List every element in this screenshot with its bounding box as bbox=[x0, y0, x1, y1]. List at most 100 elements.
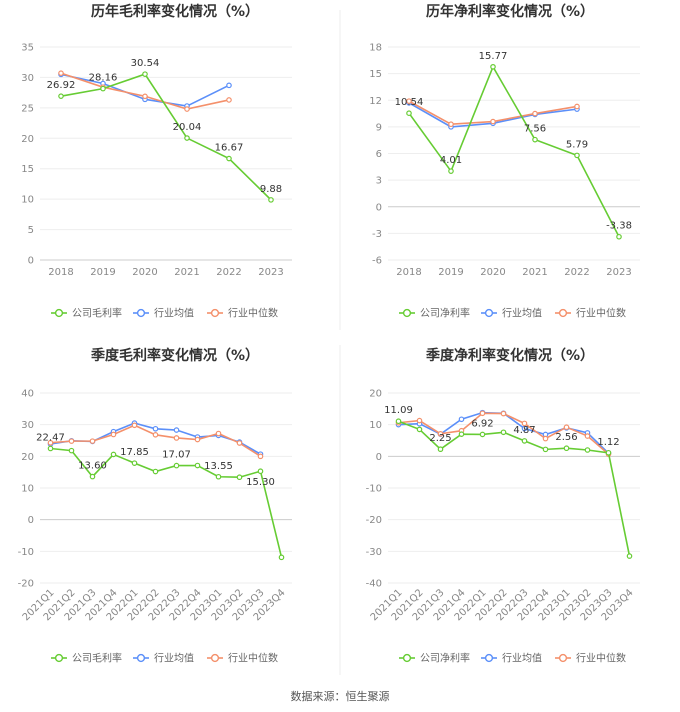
data-point-company bbox=[500, 429, 507, 436]
data-point-company bbox=[184, 135, 190, 141]
chart-panel-0: 历年毛利率变化情况（%） 0 5 10 15 20 25 30 35 2018 2019 2020 20… bbox=[21, 3, 292, 320]
data-label: 7.56 bbox=[524, 124, 546, 135]
y-tick-label: 20 bbox=[369, 389, 382, 400]
legend-label-company: 公司毛利率 bbox=[72, 307, 122, 320]
data-point-company bbox=[194, 462, 201, 469]
y-tick-label: 0 bbox=[28, 256, 34, 267]
x-tick-label: 2018 bbox=[48, 267, 73, 278]
y-tick-label: 10 bbox=[369, 420, 382, 431]
x-tick-label: 2019 bbox=[438, 267, 463, 278]
x-tick-label: 2021 bbox=[174, 267, 199, 278]
data-point-company bbox=[278, 554, 285, 561]
data-point-company bbox=[584, 447, 591, 453]
data-point-industry_avg bbox=[173, 427, 180, 433]
legend-label-industry_median: 行业中位数 bbox=[228, 652, 278, 665]
legend-marker-company bbox=[54, 653, 64, 663]
y-tick-label: 0 bbox=[28, 515, 34, 526]
data-point-industry_median bbox=[194, 436, 201, 443]
y-tick-label: 20 bbox=[21, 134, 34, 145]
data-point-industry_median bbox=[521, 420, 528, 427]
data-point-company bbox=[226, 155, 232, 162]
data-point-industry_median bbox=[406, 98, 412, 104]
legend-label-company: 公司净利率 bbox=[420, 307, 470, 320]
data-point-industry_median bbox=[110, 431, 117, 438]
data-point-company bbox=[521, 438, 528, 444]
data-point-company bbox=[152, 468, 159, 475]
data-label: 10.54 bbox=[395, 97, 424, 108]
data-point-company bbox=[479, 431, 486, 438]
data-label: 17.07 bbox=[162, 450, 191, 461]
data-point-industry_median bbox=[437, 431, 444, 437]
legend-label-company: 公司毛利率 bbox=[72, 652, 122, 665]
legend-label-industry_avg: 行业均值 bbox=[502, 652, 542, 665]
legend-marker-industry_median bbox=[558, 308, 568, 318]
data-point-industry_median bbox=[226, 97, 232, 103]
legend-marker-industry_median bbox=[210, 653, 220, 663]
data-point-company bbox=[490, 63, 496, 70]
data-label: 2.56 bbox=[555, 432, 577, 443]
data-point-industry_median bbox=[257, 453, 264, 460]
data-point-company bbox=[448, 168, 454, 174]
data-point-industry_median bbox=[584, 433, 591, 439]
legend-marker-industry_avg bbox=[136, 308, 146, 318]
y-tick-label: -3 bbox=[372, 229, 382, 240]
data-point-company bbox=[542, 446, 549, 453]
source-note: 数据来源：恒生聚源 bbox=[291, 689, 390, 703]
chart-title: 季度净利率变化情况（%） bbox=[425, 347, 594, 364]
data-point-industry_median bbox=[574, 103, 580, 110]
data-label: 17.85 bbox=[120, 447, 149, 458]
y-tick-label: 15 bbox=[21, 164, 34, 175]
y-tick-label: 10 bbox=[21, 484, 34, 495]
data-point-company bbox=[236, 474, 243, 481]
data-point-company bbox=[563, 445, 570, 452]
data-point-company bbox=[110, 451, 117, 458]
data-point-industry_avg bbox=[521, 425, 528, 432]
series-line-company bbox=[50, 447, 283, 558]
legend-label-industry_avg: 行业均值 bbox=[154, 307, 194, 320]
data-point-company bbox=[257, 468, 264, 475]
chart-panel-2: 季度毛利率变化情况（%）-20-100102030402021Q12021Q22… bbox=[18, 347, 292, 665]
chart-title: 季度毛利率变化情况（%） bbox=[90, 347, 259, 364]
data-point-company bbox=[395, 418, 402, 425]
data-point-industry_median bbox=[542, 435, 549, 442]
legend-marker-company bbox=[402, 308, 412, 318]
y-tick-label: -20 bbox=[18, 579, 34, 590]
chart-panel-3: 季度净利率变化情况（%）-40-30-20-10010202021Q12021Q… bbox=[366, 347, 640, 665]
x-tick-label: 2022 bbox=[564, 267, 589, 278]
data-point-industry_median bbox=[215, 430, 222, 437]
x-tick-label: 2018 bbox=[396, 267, 421, 278]
x-tick-label: 2020 bbox=[480, 267, 505, 278]
data-label: 4.87 bbox=[513, 425, 535, 436]
y-tick-label: 10 bbox=[21, 195, 34, 206]
y-tick-label: 15 bbox=[369, 69, 382, 80]
legend-label-company: 公司净利率 bbox=[420, 652, 470, 665]
data-label: 20.04 bbox=[173, 122, 202, 133]
data-point-industry_median bbox=[479, 410, 486, 417]
data-point-company bbox=[616, 233, 622, 240]
data-label: 26.92 bbox=[47, 80, 76, 91]
legend-marker-industry_median bbox=[558, 653, 568, 663]
data-point-industry_median bbox=[490, 118, 496, 125]
data-point-industry_median bbox=[532, 110, 538, 117]
legend-marker-industry_median bbox=[210, 308, 220, 318]
y-tick-label: 35 bbox=[21, 43, 34, 54]
legend-label-industry_avg: 行业均值 bbox=[502, 307, 542, 320]
data-point-industry_avg bbox=[152, 425, 159, 432]
data-point-company bbox=[268, 197, 274, 203]
x-tick-label: 2022 bbox=[216, 267, 241, 278]
data-label: 13.60 bbox=[78, 461, 107, 472]
y-tick-label: 30 bbox=[21, 420, 34, 431]
data-point-company bbox=[173, 462, 180, 469]
y-tick-label: 0 bbox=[376, 202, 382, 213]
data-point-company bbox=[89, 473, 96, 480]
y-tick-label: 3 bbox=[376, 176, 382, 187]
data-point-company bbox=[131, 460, 138, 466]
legend-marker-industry_avg bbox=[136, 653, 146, 663]
data-point-industry_median bbox=[68, 438, 75, 444]
data-point-company bbox=[574, 152, 580, 159]
data-point-industry_median bbox=[142, 93, 148, 100]
x-tick-label: 2019 bbox=[90, 267, 115, 278]
y-tick-label: 5 bbox=[28, 225, 34, 236]
data-label: 11.09 bbox=[384, 405, 413, 416]
